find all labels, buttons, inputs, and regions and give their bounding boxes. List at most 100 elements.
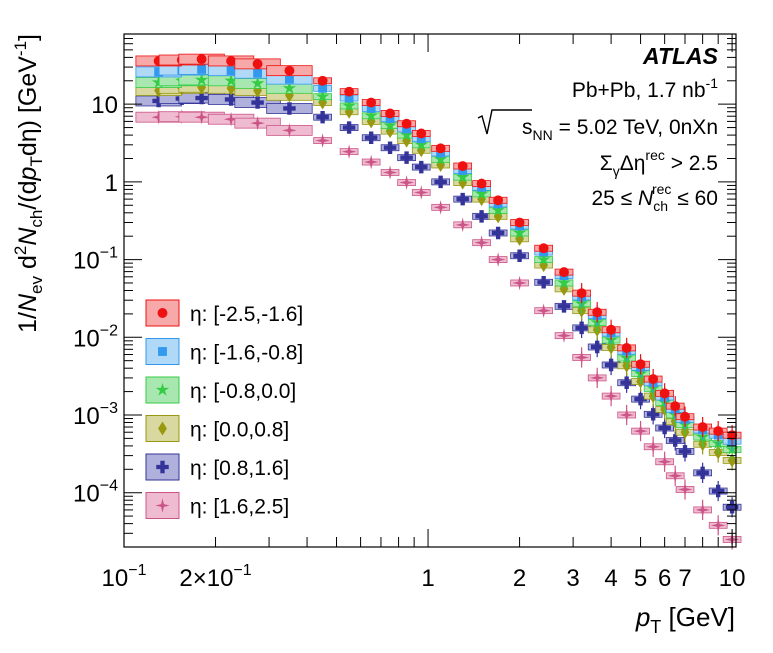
data-point [646,408,660,421]
data-point [490,252,506,267]
data-point [402,124,412,134]
data-point [604,358,618,372]
data-point [645,439,661,455]
data-point [194,72,209,86]
legend-label: η: [-1.6,-0.8] [190,342,303,365]
data-point [556,328,572,343]
data-point [475,210,488,223]
data-point [474,186,489,200]
data-point [537,276,550,289]
data-point [456,170,470,183]
data-point [341,144,357,159]
data-point [635,359,646,370]
x-tick-label: 10 [719,565,746,592]
data-point [316,110,329,124]
data-point [383,141,397,154]
legend-label: η: [0.0,0.8] [190,419,289,442]
data-point [385,108,396,119]
data-point [574,350,589,365]
data-point [436,157,446,172]
x-tick-label: 5 [634,565,647,592]
data-point [433,152,448,166]
data-point [433,200,448,215]
data-point [648,374,659,384]
data-point [152,94,165,108]
data-point [315,133,330,148]
x-tick-label: 3 [566,565,579,592]
data-point [154,83,164,98]
legend-marker [157,308,168,318]
data-point [253,68,262,78]
x-tick-label: 1 [421,565,434,592]
data-point [713,426,724,437]
data-point [414,137,428,151]
x-tick-label: 6 [658,565,671,592]
legend-label: η: [-2.5,-1.6] [190,303,303,326]
data-point [606,324,617,335]
data-point [399,128,414,141]
legend-marker [158,347,167,356]
x-axis-label: pT [GeV] [635,602,735,637]
data-point [576,288,587,299]
data-point [226,56,237,66]
data-point [513,249,526,262]
data-point [414,185,429,200]
x-tick-label: 4 [604,565,617,592]
annotation-luminosity: Pb+Pb, 1.7 nb-1 [572,75,718,102]
data-point [668,434,682,447]
data-point [514,217,525,228]
data-point [383,118,397,132]
legend-label: η: [0.8,1.6] [190,457,289,480]
data-point [697,422,708,432]
legend-marker [156,460,169,474]
data-point [592,307,603,318]
data-point [590,340,604,354]
data-point [416,143,426,158]
data-point [197,65,207,74]
data-point [342,98,356,112]
data-point [575,321,588,335]
y-tick-label: 10−4 [73,478,118,508]
legend-item: η: [0.0,0.8] [145,415,289,442]
data-point [317,75,328,86]
legend-item: η: [-1.6,-0.8] [145,338,303,365]
data-point [224,93,238,106]
data-point [677,482,693,497]
data-point [491,226,505,240]
data-point [250,115,265,131]
data-point [223,111,239,127]
data-point [557,300,571,313]
data-point [559,267,569,278]
y-axis-label: 1/Nev d2Nch/(dpTdη) [GeV-1] [11,34,46,333]
data-point [491,203,505,217]
data-point [493,195,504,206]
sqrt-symbol [477,109,532,135]
data-point [282,123,297,138]
y-tick-label: 1 [105,170,118,197]
data-point [658,421,671,435]
data-point [342,121,356,134]
data-point [416,128,427,139]
y-tick-label: 10−1 [73,245,118,275]
legend-item: η: [0.8,1.6] [145,453,289,481]
annotation-block: ATLAS Pb+Pb, 1.7 nb-1 sNN = 5.02 TeV, 0n… [477,43,719,214]
data-point [151,109,166,125]
series-6 [135,109,742,550]
data-point [680,411,690,422]
data-point [364,131,378,144]
data-point [363,154,379,170]
x-tick-label: 7 [678,565,691,592]
annotation-multiplicity: 25 ≤ Nchrec ≤ 60 [591,181,718,214]
data-point [536,252,551,266]
data-point [670,401,681,412]
data-point [727,453,737,468]
data-point [667,468,683,484]
y-tick-label: 10−2 [73,322,118,352]
data-point [512,225,527,239]
legend-item: η: [-2.5,-1.6] [145,299,303,327]
series-5 [135,91,742,518]
data-point [284,65,295,76]
data-point [633,423,648,439]
x-tick-label: 10−1 [102,562,147,592]
data-point [657,454,672,470]
